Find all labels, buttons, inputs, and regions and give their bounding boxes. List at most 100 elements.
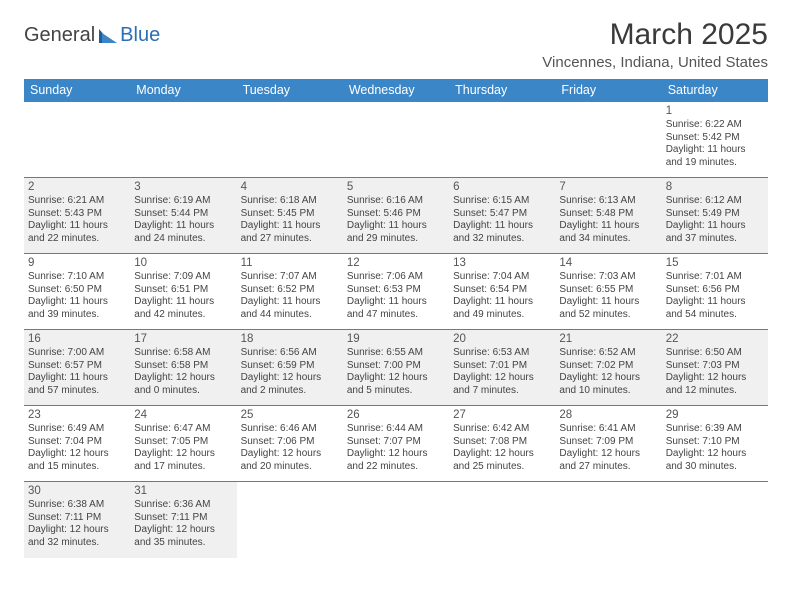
sunrise-line: Sunrise: 6:53 AM xyxy=(453,347,551,360)
sunrise-line: Sunrise: 6:13 AM xyxy=(559,195,657,208)
calendar-cell: 10Sunrise: 7:09 AMSunset: 6:51 PMDayligh… xyxy=(130,254,236,330)
daylight-line-1: Daylight: 11 hours xyxy=(453,296,551,309)
calendar-cell xyxy=(662,482,768,558)
sunset-line: Sunset: 7:11 PM xyxy=(28,512,126,525)
calendar-cell: 14Sunrise: 7:03 AMSunset: 6:55 PMDayligh… xyxy=(555,254,661,330)
header: General Blue March 2025 xyxy=(24,18,768,52)
day-number: 9 xyxy=(28,256,126,270)
calendar-cell xyxy=(130,102,236,178)
daylight-line-2: and 19 minutes. xyxy=(666,157,764,170)
daylight-line-2: and 32 minutes. xyxy=(28,537,126,550)
daylight-line-2: and 44 minutes. xyxy=(241,309,339,322)
daylight-line-2: and 42 minutes. xyxy=(134,309,232,322)
calendar-cell: 31Sunrise: 6:36 AMSunset: 7:11 PMDayligh… xyxy=(130,482,236,558)
calendar-table: Sunday Monday Tuesday Wednesday Thursday… xyxy=(24,79,768,558)
sunrise-line: Sunrise: 7:00 AM xyxy=(28,347,126,360)
sunrise-line: Sunrise: 6:47 AM xyxy=(134,423,232,436)
daylight-line-1: Daylight: 11 hours xyxy=(347,220,445,233)
day-number: 19 xyxy=(347,332,445,346)
daylight-line-2: and 22 minutes. xyxy=(347,461,445,474)
day-number: 6 xyxy=(453,180,551,194)
calendar-row: 9Sunrise: 7:10 AMSunset: 6:50 PMDaylight… xyxy=(24,254,768,330)
day-number: 28 xyxy=(559,408,657,422)
sunset-line: Sunset: 6:58 PM xyxy=(134,360,232,373)
sunrise-line: Sunrise: 6:46 AM xyxy=(241,423,339,436)
daylight-line-1: Daylight: 11 hours xyxy=(666,144,764,157)
calendar-cell: 17Sunrise: 6:58 AMSunset: 6:58 PMDayligh… xyxy=(130,330,236,406)
daylight-line-1: Daylight: 11 hours xyxy=(241,296,339,309)
day-number: 2 xyxy=(28,180,126,194)
daylight-line-2: and 37 minutes. xyxy=(666,233,764,246)
calendar-cell: 5Sunrise: 6:16 AMSunset: 5:46 PMDaylight… xyxy=(343,178,449,254)
sunset-line: Sunset: 6:50 PM xyxy=(28,284,126,297)
calendar-cell: 11Sunrise: 7:07 AMSunset: 6:52 PMDayligh… xyxy=(237,254,343,330)
daylight-line-1: Daylight: 11 hours xyxy=(134,296,232,309)
sunrise-line: Sunrise: 6:50 AM xyxy=(666,347,764,360)
calendar-cell xyxy=(237,102,343,178)
calendar-cell: 24Sunrise: 6:47 AMSunset: 7:05 PMDayligh… xyxy=(130,406,236,482)
daylight-line-1: Daylight: 11 hours xyxy=(134,220,232,233)
daylight-line-1: Daylight: 12 hours xyxy=(559,448,657,461)
daylight-line-1: Daylight: 12 hours xyxy=(134,372,232,385)
daylight-line-2: and 12 minutes. xyxy=(666,385,764,398)
daylight-line-1: Daylight: 11 hours xyxy=(28,296,126,309)
daylight-line-2: and 34 minutes. xyxy=(559,233,657,246)
day-number: 30 xyxy=(28,484,126,498)
day-number: 23 xyxy=(28,408,126,422)
daylight-line-2: and 39 minutes. xyxy=(28,309,126,322)
sunset-line: Sunset: 7:08 PM xyxy=(453,436,551,449)
sunrise-line: Sunrise: 6:49 AM xyxy=(28,423,126,436)
daylight-line-1: Daylight: 11 hours xyxy=(347,296,445,309)
sunset-line: Sunset: 6:51 PM xyxy=(134,284,232,297)
daylight-line-1: Daylight: 12 hours xyxy=(241,372,339,385)
calendar-row: 23Sunrise: 6:49 AMSunset: 7:04 PM Dayligh… xyxy=(24,406,768,482)
calendar-cell: 12Sunrise: 7:06 AMSunset: 6:53 PMDayligh… xyxy=(343,254,449,330)
daylight-line-2: and 57 minutes. xyxy=(28,385,126,398)
daylight-line-1: Daylight: 12 hours xyxy=(347,448,445,461)
daylight-line-2: and 7 minutes. xyxy=(453,385,551,398)
day-number: 1 xyxy=(666,104,764,118)
daylight-line-2: and 32 minutes. xyxy=(453,233,551,246)
calendar-cell: 28Sunrise: 6:41 AMSunset: 7:09 PMDayligh… xyxy=(555,406,661,482)
day-number: 21 xyxy=(559,332,657,346)
location-text: Vincennes, Indiana, United States xyxy=(24,54,768,71)
daylight-line-2: and 47 minutes. xyxy=(347,309,445,322)
sunrise-line: Sunrise: 6:42 AM xyxy=(453,423,551,436)
calendar-row: 30Sunrise: 6:38 AMSunset: 7:11 PMDayligh… xyxy=(24,482,768,558)
sunrise-line: Sunrise: 6:44 AM xyxy=(347,423,445,436)
weekday-header: Tuesday xyxy=(237,79,343,102)
sunset-line: Sunset: 7:01 PM xyxy=(453,360,551,373)
calendar-cell xyxy=(237,482,343,558)
sunset-line: Sunset: 7:05 PM xyxy=(134,436,232,449)
sunset-line: Sunset: 6:55 PM xyxy=(559,284,657,297)
daylight-line-2: and 17 minutes. xyxy=(134,461,232,474)
day-number: 20 xyxy=(453,332,551,346)
daylight-line-1: Daylight: 12 hours xyxy=(347,372,445,385)
sunset-line: Sunset: 7:00 PM xyxy=(347,360,445,373)
calendar-cell xyxy=(449,102,555,178)
sunset-line: Sunset: 5:48 PM xyxy=(559,208,657,221)
sunrise-line: Sunrise: 7:09 AM xyxy=(134,271,232,284)
daylight-line-2: and 54 minutes. xyxy=(666,309,764,322)
calendar-cell: 4Sunrise: 6:18 AMSunset: 5:45 PMDaylight… xyxy=(237,178,343,254)
weekday-header: Wednesday xyxy=(343,79,449,102)
day-number: 14 xyxy=(559,256,657,270)
weekday-header: Friday xyxy=(555,79,661,102)
sunset-line: Sunset: 7:04 PM xyxy=(28,436,126,449)
sunset-line: Sunset: 6:56 PM xyxy=(666,284,764,297)
daylight-line-1: Daylight: 11 hours xyxy=(666,296,764,309)
sunrise-line: Sunrise: 7:03 AM xyxy=(559,271,657,284)
daylight-line-2: and 27 minutes. xyxy=(241,233,339,246)
calendar-cell xyxy=(24,102,130,178)
calendar-cell xyxy=(555,482,661,558)
calendar-cell: 7Sunrise: 6:13 AMSunset: 5:48 PMDaylight… xyxy=(555,178,661,254)
daylight-line-1: Daylight: 12 hours xyxy=(28,524,126,537)
logo-text-1: General xyxy=(24,24,95,47)
calendar-cell: 3Sunrise: 6:19 AMSunset: 5:44 PMDaylight… xyxy=(130,178,236,254)
logo: General Blue xyxy=(24,24,160,47)
day-number: 18 xyxy=(241,332,339,346)
calendar-cell: 29Sunrise: 6:39 AMSunset: 7:10 PMDayligh… xyxy=(662,406,768,482)
sunrise-line: Sunrise: 6:41 AM xyxy=(559,423,657,436)
calendar-cell: 13Sunrise: 7:04 AMSunset: 6:54 PMDayligh… xyxy=(449,254,555,330)
day-number: 11 xyxy=(241,256,339,270)
